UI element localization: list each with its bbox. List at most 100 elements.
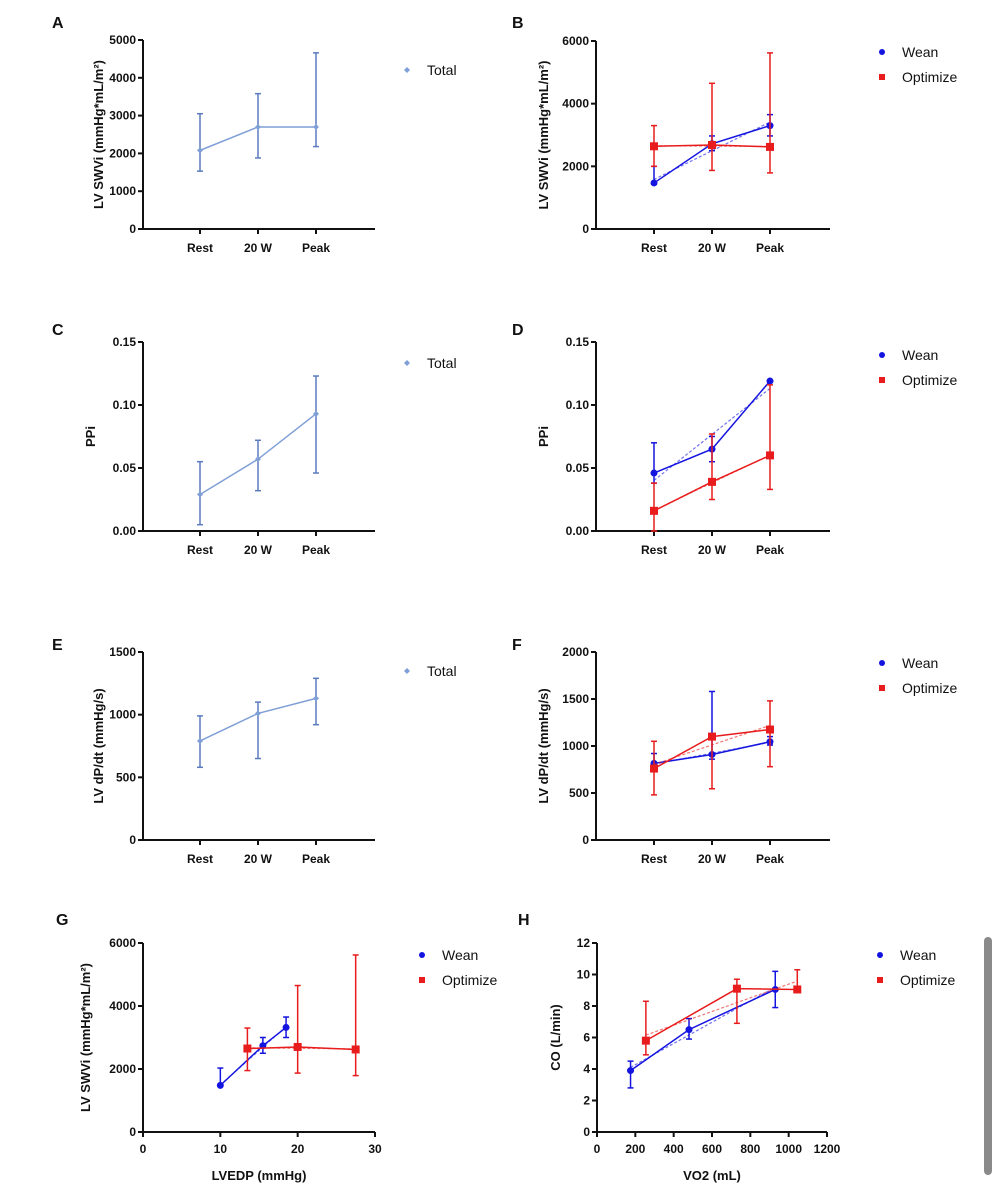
legend-label: Wean xyxy=(900,947,936,963)
panel-label: A xyxy=(52,15,64,32)
legend-item-wean: Wean xyxy=(419,947,478,963)
legend-circle-icon xyxy=(419,952,425,958)
data-point xyxy=(627,1067,635,1075)
legend-label: Wean xyxy=(902,44,938,60)
data-point xyxy=(732,984,741,993)
data-point xyxy=(197,737,203,744)
legend-label: Optimize xyxy=(900,972,955,988)
y-axis-label: LV dP/dt (mmHg/s) xyxy=(536,688,551,803)
y-tick-label: 0.10 xyxy=(566,398,590,412)
y-tick-label: 1500 xyxy=(562,692,589,706)
panel-label: E xyxy=(52,637,63,654)
y-tick-label: 0.00 xyxy=(566,524,590,538)
data-point xyxy=(255,710,261,717)
y-tick-label: 2 xyxy=(583,1094,590,1108)
y-tick-label: 0.05 xyxy=(113,461,137,475)
y-tick-label: 500 xyxy=(116,770,136,784)
x-tick-label: 0 xyxy=(594,1142,601,1156)
series-optimize xyxy=(650,384,774,532)
data-point xyxy=(766,725,774,734)
x-tick-label: 400 xyxy=(664,1142,684,1156)
y-tick-label: 0.15 xyxy=(566,335,590,349)
y-axis-label: LV SWVi (mmHg*mL/m²) xyxy=(91,60,106,209)
data-point xyxy=(313,695,319,702)
x-axis-label: LVEDP (mmHg) xyxy=(212,1168,307,1183)
legend-label: Total xyxy=(427,663,457,679)
y-tick-label: 2000 xyxy=(109,1062,136,1076)
data-point xyxy=(216,1081,224,1089)
legend-square-icon xyxy=(879,377,885,383)
series-total xyxy=(197,52,319,172)
x-tick-label: 20 W xyxy=(244,543,273,557)
legend-diamond-icon xyxy=(404,668,410,674)
legend-item-wean: Wean xyxy=(877,947,936,963)
y-tick-label: 0.15 xyxy=(113,335,137,349)
y-tick-label: 2000 xyxy=(562,645,589,659)
x-tick-label: 1000 xyxy=(775,1142,802,1156)
x-tick-label: 600 xyxy=(702,1142,722,1156)
scrollbar[interactable] xyxy=(984,937,992,1175)
data-point xyxy=(313,410,319,417)
chart-panel-g: G 0 2000 4000 6000 0 10 20 30 LVEDP (mmHg) LV SWVi… xyxy=(56,912,497,1183)
chart-panel-e: E 0 500 1000 1500 Rest 20 W Peak LV dP/dt (mmHg/… xyxy=(52,637,457,866)
chart-panel-f: F 0 500 1000 1500 2000 Rest 20 W Peak LV dP/dt (m… xyxy=(512,637,957,866)
legend-label: Optimize xyxy=(442,972,497,988)
data-point xyxy=(641,1036,650,1045)
legend-item-optimize: Optimize xyxy=(879,69,957,85)
data-point xyxy=(766,377,774,385)
x-tick-label: 20 W xyxy=(244,852,273,866)
panel-label: B xyxy=(512,15,524,32)
legend-circle-icon xyxy=(877,952,883,958)
chart-panel-a: A 0 1000 2000 3000 4000 5000 Rest 20 W Peak LV SWV… xyxy=(52,15,457,255)
x-tick-label: 20 W xyxy=(698,543,727,557)
data-point xyxy=(650,469,658,477)
x-tick-label: 20 W xyxy=(698,241,727,255)
data-point xyxy=(793,985,802,994)
y-tick-label: 2000 xyxy=(109,146,136,160)
y-tick-label: 0 xyxy=(129,1125,136,1139)
y-axis-label: LV dP/dt (mmHg/s) xyxy=(91,688,106,803)
legend-label: Wean xyxy=(902,347,938,363)
x-tick-label: 30 xyxy=(368,1142,382,1156)
series-wean xyxy=(216,1016,290,1089)
x-tick-label: Rest xyxy=(641,852,667,866)
y-axis-label: LV SWVi (mmHg*mL/m²) xyxy=(536,60,551,209)
x-tick-label: Peak xyxy=(756,852,784,866)
y-tick-label: 4000 xyxy=(109,999,136,1013)
x-tick-label: Rest xyxy=(641,543,667,557)
x-tick-label: 200 xyxy=(625,1142,645,1156)
series-optimize xyxy=(650,52,774,174)
legend-diamond-icon xyxy=(404,67,410,73)
x-tick-label: 20 W xyxy=(244,241,273,255)
panel-label: C xyxy=(52,322,64,339)
legend-item-total: Total xyxy=(404,62,457,78)
x-tick-label: Peak xyxy=(756,241,784,255)
y-tick-label: 12 xyxy=(577,936,591,950)
x-tick-label: 0 xyxy=(140,1142,147,1156)
x-tick-label: 1200 xyxy=(814,1142,841,1156)
data-point xyxy=(293,1042,302,1051)
x-tick-label: 20 xyxy=(291,1142,305,1156)
data-point xyxy=(197,147,203,154)
chart-panel-c: C 0.00 0.05 0.10 0.15 Rest 20 W Peak PPi Total xyxy=(52,322,457,557)
legend-item-optimize: Optimize xyxy=(419,972,497,988)
legend-item-total: Total xyxy=(404,663,457,679)
series-total xyxy=(197,677,319,769)
y-tick-label: 0.10 xyxy=(113,398,137,412)
data-point xyxy=(766,142,774,151)
y-tick-label: 1000 xyxy=(109,184,136,198)
x-tick-label: Rest xyxy=(187,543,213,557)
chart-panel-h: H 0 2 4 6 8 10 12 0 200 400 600 800 1000 1200 VO2 (mL) C… xyxy=(518,912,955,1183)
legend-label: Optimize xyxy=(902,69,957,85)
y-tick-label: 4 xyxy=(583,1062,590,1076)
y-tick-label: 0 xyxy=(582,222,589,236)
y-axis-label: LV SWVi (mmHg*mL/m²) xyxy=(78,963,93,1112)
series-line xyxy=(219,1026,287,1086)
y-axis-label: PPi xyxy=(536,426,551,447)
panel-label: D xyxy=(512,322,524,339)
y-tick-label: 8 xyxy=(583,999,590,1013)
y-tick-label: 6 xyxy=(583,1031,590,1045)
x-tick-label: Rest xyxy=(187,241,213,255)
legend-circle-icon xyxy=(879,660,885,666)
